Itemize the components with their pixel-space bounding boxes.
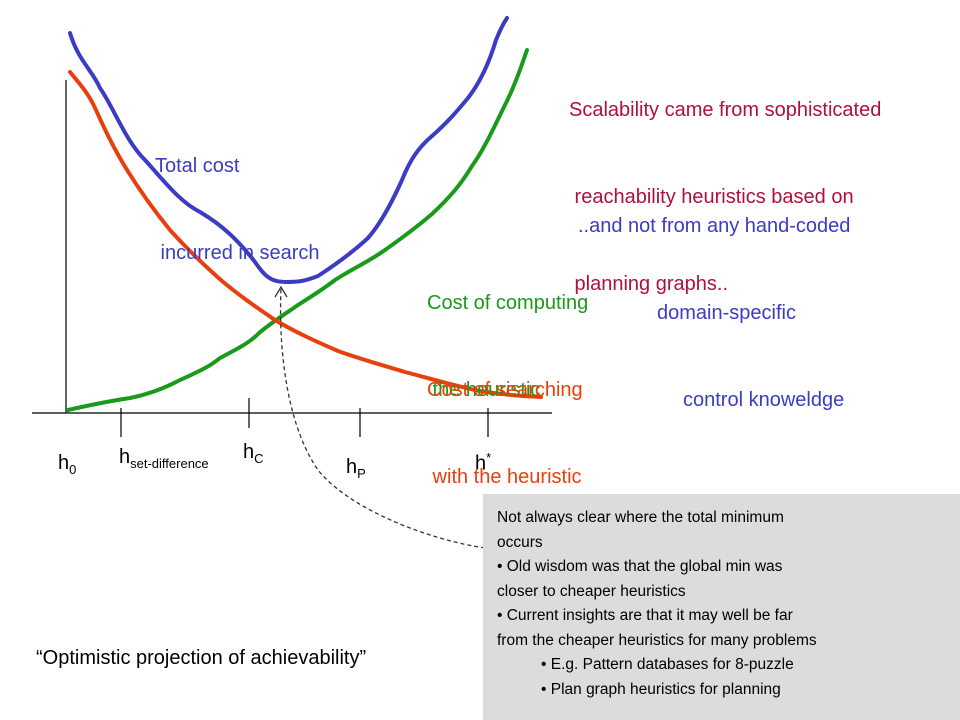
tick-label-hp: hP [346, 456, 366, 481]
total-cost-curve [68, 16, 509, 284]
scalability-note-line1: Scalability came from sophisticated [569, 99, 882, 121]
total-cost-label-line1: Total cost [155, 155, 240, 177]
optimistic-projection-quote: “Optimistic projection of achievability” [36, 647, 367, 669]
tick-label-hc-base: h [243, 441, 255, 463]
scalability-note: Scalability came from sophisticated reac… [569, 38, 881, 357]
searching-cost-label-line1: Cost of searching [427, 379, 583, 401]
note-box-bullet2-text: Current insights are that it may well be… [506, 607, 793, 624]
tick-label-hc-sub: C [254, 451, 264, 466]
note-box-bullet1: Old wisdom was that the global min was [497, 555, 950, 580]
tick-label-h0-sub: 0 [69, 462, 77, 477]
searching-cost-curve [68, 70, 543, 399]
pointer-dashed-arrow [279, 287, 486, 549]
note-box-subbullet2-text: Plan graph heuristics for planning [550, 680, 781, 698]
tick-label-hp-base: h [346, 456, 358, 478]
scalability-note-line3: planning graphs.. [569, 273, 729, 295]
tick-label-h-star-sup: * [486, 450, 492, 465]
hand-coded-note: ..and not from any hand-coded domain-spe… [578, 154, 850, 473]
note-box-bullet1-text: Old wisdom was that the global min was [506, 558, 783, 575]
note-box-bullet2: Current insights are that it may well be… [497, 604, 950, 629]
tick-label-hp-sub: P [357, 466, 366, 481]
total-cost-label-line2: incurred in search [155, 242, 320, 264]
tick-label-h-set-difference-sub: set-difference [130, 456, 209, 471]
computing-cost-curve [66, 48, 529, 412]
note-box-line1: Not always clear where the total minimum [497, 509, 784, 526]
searching-cost-label: Cost of searching with the heuristic [427, 318, 583, 550]
hand-coded-note-line1: ..and not from any hand-coded [578, 215, 851, 237]
total-cost-label: Total cost incurred in search [155, 94, 320, 326]
searching-cost-label-line2: with the heuristic [427, 466, 582, 488]
tick-label-h-star-base: h [475, 452, 487, 475]
tick-label-h0: h0 [58, 452, 76, 477]
hand-coded-note-line3: control knoweldge [683, 389, 845, 411]
tick-label-h-set-difference-base: h [119, 446, 131, 468]
tick-label-hc: hC [243, 441, 264, 466]
note-box-line6: from the cheaper heuristics for many pro… [497, 631, 817, 649]
note-box-subbullet1-text: E.g. Pattern databases for 8-puzzle [550, 656, 794, 673]
note-box-line2: occurs [497, 533, 543, 551]
note-box-subbullet1: E.g. Pattern databases for 8-puzzle [497, 653, 950, 678]
note-box-line4: closer to cheaper heuristics [497, 582, 686, 600]
scalability-note-line2: reachability heuristics based on [569, 186, 854, 208]
note-box: Not always clear where the total minimum… [483, 494, 960, 720]
computing-cost-label: Cost of computing the heuristic [427, 231, 588, 463]
hand-coded-note-line2: domain-specific [657, 302, 796, 324]
tick-label-h-star: h* [475, 450, 491, 476]
tick-label-h-set-difference: hset-difference [119, 446, 209, 471]
tick-label-h0-base: h [58, 452, 70, 474]
computing-cost-label-line1: Cost of computing [427, 292, 589, 314]
pointer-arrowhead [274, 285, 288, 298]
note-box-subbullet2: Plan graph heuristics for planning [497, 678, 950, 703]
computing-cost-label-line2: the heuristic [427, 379, 541, 401]
